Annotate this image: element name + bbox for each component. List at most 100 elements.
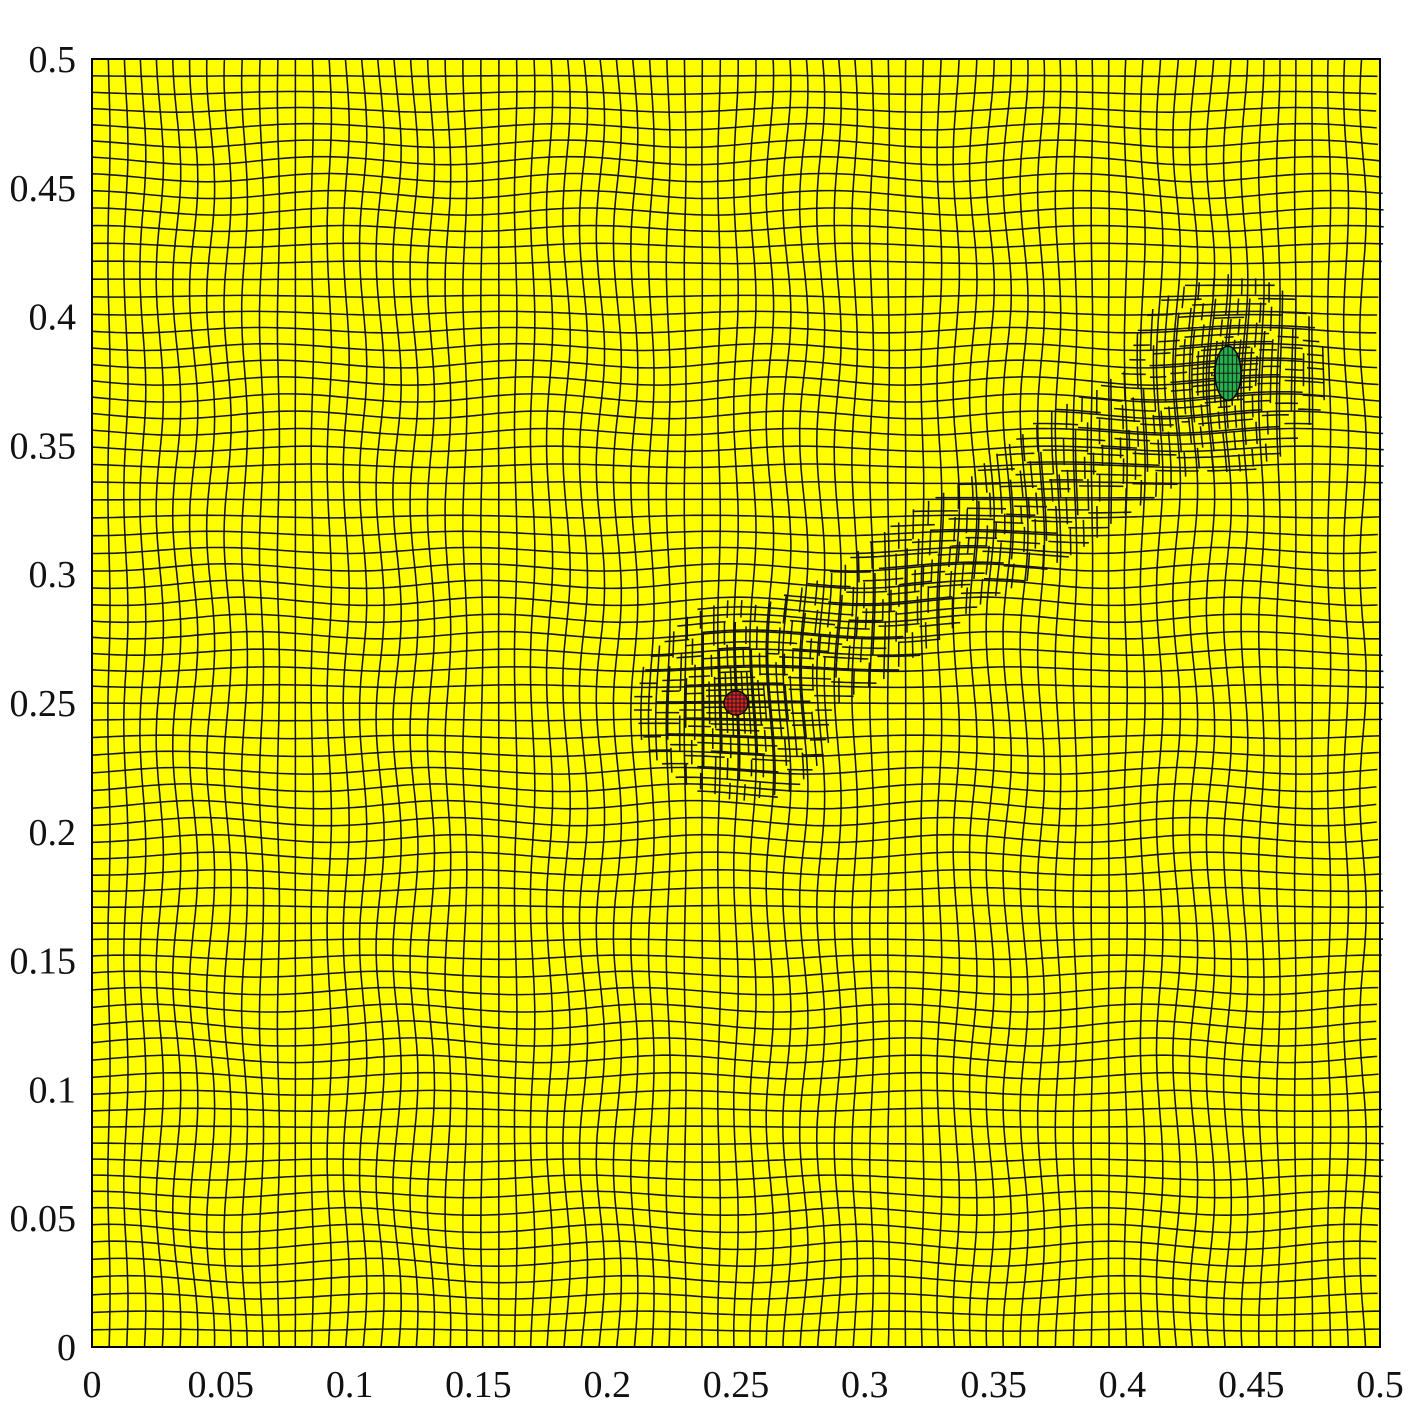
mesh-edge bbox=[697, 790, 778, 798]
mesh-edge bbox=[690, 638, 694, 765]
mesh-edge bbox=[927, 529, 932, 613]
mesh-edge bbox=[1260, 330, 1266, 413]
mesh-edge bbox=[762, 684, 768, 721]
mesh-edge bbox=[912, 510, 1132, 514]
plot-frame bbox=[91, 58, 1381, 1348]
mesh-edge bbox=[765, 59, 775, 1348]
mesh-edge bbox=[1187, 307, 1193, 444]
mesh-edge bbox=[1086, 422, 1090, 511]
mesh-edge bbox=[1040, 451, 1048, 541]
x-tick-label: 0.1 bbox=[326, 1364, 374, 1406]
mesh-edge bbox=[92, 74, 1378, 78]
mesh-edge bbox=[930, 559, 933, 582]
mesh-edge bbox=[1000, 485, 1124, 488]
mesh-edge bbox=[92, 546, 1377, 555]
mesh-edge bbox=[966, 507, 1089, 511]
mesh-edge bbox=[1210, 278, 1215, 473]
mesh-edge bbox=[1016, 437, 1298, 445]
mesh-edge bbox=[1136, 426, 1140, 447]
mesh-edge bbox=[1240, 59, 1249, 1348]
mesh-edge bbox=[1174, 312, 1183, 453]
mesh-edge bbox=[91, 139, 1379, 149]
mesh-edge bbox=[670, 631, 675, 773]
mesh-edge bbox=[850, 550, 1069, 559]
x-tick-label: 0.4 bbox=[1099, 1364, 1147, 1406]
mesh-edge bbox=[701, 655, 815, 660]
mesh-edge bbox=[648, 749, 824, 756]
mesh-edge bbox=[872, 572, 876, 655]
mesh-edge bbox=[718, 670, 751, 674]
mesh-edge bbox=[1002, 59, 1013, 1348]
mesh-edge bbox=[1164, 399, 1271, 410]
y-tick-label: 0.25 bbox=[10, 683, 77, 725]
mesh-edge bbox=[996, 452, 1281, 459]
y-tick-label: 0.2 bbox=[29, 812, 77, 854]
mesh-edge bbox=[920, 58, 925, 1348]
mesh-edge bbox=[718, 649, 723, 754]
mesh-edge bbox=[91, 189, 1383, 200]
mesh-edge bbox=[1158, 335, 1299, 343]
mesh-edge bbox=[1077, 425, 1280, 434]
y-tick-label: 0.15 bbox=[10, 941, 77, 983]
mesh-edge bbox=[1054, 59, 1062, 1348]
mesh-edge bbox=[702, 633, 705, 769]
mesh-edge bbox=[92, 294, 1379, 298]
mesh-edge bbox=[715, 728, 760, 732]
mesh-edge bbox=[1074, 430, 1079, 516]
mesh-edge bbox=[911, 539, 1041, 545]
mesh-edge bbox=[1205, 58, 1216, 1348]
y-tick-label: 0.35 bbox=[10, 425, 77, 467]
mesh-edge bbox=[1161, 297, 1295, 301]
mesh-edge bbox=[91, 155, 1380, 166]
mesh-edge bbox=[766, 601, 776, 796]
mesh-edge bbox=[91, 260, 1382, 265]
mesh-edge bbox=[640, 666, 645, 741]
mesh-edge bbox=[650, 654, 921, 658]
mesh-edge bbox=[91, 613, 1380, 624]
mesh-edge bbox=[670, 743, 803, 750]
mesh-edge bbox=[92, 498, 1382, 501]
mesh-edge bbox=[1192, 303, 1267, 306]
mesh-edge bbox=[783, 591, 1001, 601]
y-tick-label: 0.5 bbox=[29, 39, 77, 81]
mesh-edge bbox=[798, 587, 805, 780]
mesh-edge bbox=[1113, 402, 1299, 412]
mesh-edge bbox=[1184, 332, 1270, 338]
mesh-edge bbox=[666, 666, 671, 740]
mesh-edge bbox=[91, 648, 1383, 656]
mesh-edge bbox=[985, 492, 992, 575]
mesh-edge bbox=[1006, 513, 1036, 516]
mesh-edge bbox=[916, 538, 920, 623]
mesh-edge bbox=[823, 572, 833, 743]
mesh-edge bbox=[1174, 349, 1277, 357]
mesh-edge bbox=[665, 733, 806, 738]
mesh-edge bbox=[1170, 382, 1280, 392]
x-tick-label: 0.15 bbox=[445, 1364, 512, 1406]
mesh-edge bbox=[1188, 58, 1199, 1348]
mesh-edge bbox=[645, 664, 900, 671]
mesh-edge bbox=[91, 410, 1382, 420]
mesh-edge bbox=[749, 59, 757, 1347]
mesh-edge bbox=[869, 536, 1089, 544]
mesh-edge bbox=[1275, 59, 1281, 1348]
mesh-edge bbox=[922, 564, 925, 587]
mesh-edge bbox=[91, 427, 1384, 436]
x-tick-label: 0.45 bbox=[1218, 1364, 1285, 1406]
mesh-edge bbox=[1326, 59, 1332, 1348]
y-tick-label: 0.4 bbox=[29, 297, 77, 339]
mesh-edge bbox=[661, 688, 814, 693]
x-tick-label: 0.25 bbox=[703, 1364, 770, 1406]
mesh-edge bbox=[1055, 408, 1321, 418]
mesh-edge bbox=[1311, 59, 1314, 1347]
mesh-edge bbox=[1050, 411, 1059, 563]
mesh-edge bbox=[91, 359, 1378, 369]
mesh-edge bbox=[936, 58, 943, 1348]
mesh-edge bbox=[968, 59, 978, 1348]
mesh-edge bbox=[811, 609, 819, 690]
mesh-edge bbox=[91, 106, 1377, 113]
mesh-edge bbox=[1114, 437, 1150, 442]
mesh-edge bbox=[1160, 410, 1164, 432]
mesh-edge bbox=[846, 583, 971, 594]
mesh-edge bbox=[1146, 311, 1307, 317]
mesh-edge bbox=[638, 722, 830, 726]
